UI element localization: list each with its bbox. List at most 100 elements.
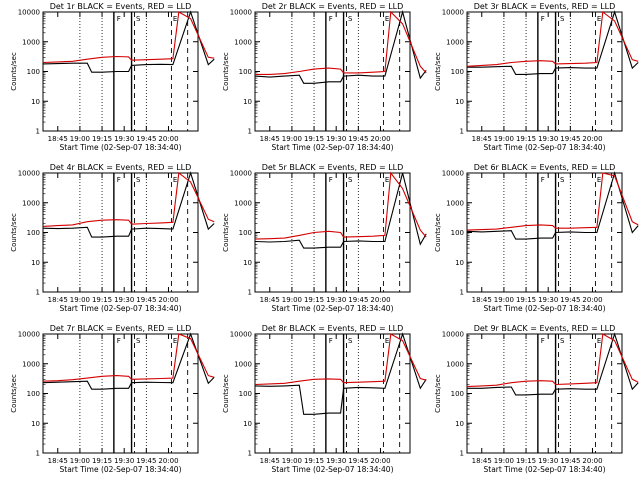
series-events-line [42,10,215,73]
x-tick-label: 18:45 [48,296,68,304]
x-tick-label: 19:15 [92,457,112,465]
y-tick-label: 100 [239,68,252,76]
x-axis-label: Start Time (02-Sep-07 18:34:40) [272,304,394,313]
x-tick-label: 19:00 [282,296,302,304]
panel-title: Det 9r BLACK = Events, RED = LLD [474,324,616,333]
x-tick-label: 19:00 [494,296,514,304]
x-tick-label: 19:45 [136,457,156,465]
y-tick-label: 1 [248,450,252,458]
x-tick-label: 19:00 [70,135,90,143]
x-tick-label: 19:15 [304,135,324,143]
x-tick-label: 18:45 [472,457,492,465]
series-events-line [42,171,215,238]
x-tick-label: 19:30 [326,457,346,465]
x-axis-label: Start Time (02-Sep-07 18:34:40) [60,143,182,152]
plot-frame [254,333,411,454]
x-tick-label: 19:00 [70,296,90,304]
y-tick-label: 10 [31,98,40,106]
series-events-line [466,171,639,240]
x-axis-label: Start Time (02-Sep-07 18:34:40) [272,143,394,152]
y-tick-label: 10 [455,420,464,428]
annotation-f: F [117,176,121,184]
y-tick-label: 10000 [18,331,40,339]
annotation-s: S [560,176,565,184]
y-tick-label: 1 [36,289,40,297]
x-tick-label: 18:45 [48,457,68,465]
x-tick-label: 19:00 [282,135,302,143]
annotation-f: F [541,176,545,184]
y-tick-label: 100 [27,390,40,398]
y-tick-label: 1000 [22,360,40,368]
x-axis-label: Start Time (02-Sep-07 18:34:40) [272,465,394,474]
x-tick-label: 19:45 [136,135,156,143]
annotation-s: S [348,176,353,184]
series-events-line [467,332,639,396]
series-events-line [254,9,427,84]
plot-frame [466,172,623,293]
annotation-e: E [173,176,177,184]
plot-frame [466,11,623,132]
panel-title: Det 4r BLACK = Events, RED = LLD [50,163,192,172]
x-tick-label: 19:15 [516,296,536,304]
x-tick-label: 20:00 [158,457,178,465]
panel-det-3: Det 3r BLACK = Events, RED = LLD 1 10 100 10… [434,2,639,152]
x-tick-label: 20:00 [582,457,602,465]
y-tick-label: 10000 [442,170,464,178]
panel-det-5: Det 5r BLACK = Events, RED = LLD 1 10 100 10… [222,163,427,313]
series-events-line [42,332,215,390]
x-tick-label: 20:00 [582,135,602,143]
y-axis-label: Counts/sec [434,213,442,252]
annotation-e: E [385,337,389,345]
x-tick-label: 20:00 [582,296,602,304]
y-axis-label: Counts/sec [434,52,442,91]
y-tick-label: 100 [239,390,252,398]
y-tick-label: 10000 [230,331,252,339]
series-events-line [254,332,427,415]
series-lld-line [254,333,427,386]
x-tick-label: 19:45 [348,135,368,143]
annotation-e: E [385,15,389,23]
x-tick-label: 20:00 [370,457,390,465]
y-axis-label: Counts/sec [10,374,18,413]
y-tick-label: 10000 [442,331,464,339]
x-tick-label: 19:00 [282,457,302,465]
series-lld-line [42,171,215,227]
y-tick-label: 10 [455,259,464,267]
plot-frame [466,333,623,454]
x-tick-label: 20:00 [370,135,390,143]
x-tick-label: 19:30 [538,457,558,465]
panel-title: Det 2r BLACK = Events, RED = LLD [262,2,404,11]
x-tick-label: 19:30 [538,135,558,143]
y-tick-label: 10000 [442,9,464,17]
annotation-f: F [117,15,121,23]
y-tick-label: 10000 [18,9,40,17]
annotation-s: S [136,176,141,184]
x-tick-label: 19:45 [348,457,368,465]
x-tick-label: 18:45 [260,457,280,465]
x-tick-label: 19:45 [136,296,156,304]
x-tick-label: 20:00 [158,135,178,143]
y-tick-label: 1 [460,128,464,136]
y-tick-label: 100 [451,390,464,398]
annotation-s: S [560,337,565,345]
y-tick-label: 1000 [446,360,464,368]
y-tick-label: 1 [36,450,40,458]
y-tick-label: 10000 [230,170,252,178]
annotation-s: S [136,15,141,23]
annotation-e: E [173,15,177,23]
panel-det-7: Det 7r BLACK = Events, RED = LLD 1 10 100 10… [10,324,215,474]
annotation-f: F [329,15,333,23]
series-events-line [254,172,427,249]
y-axis-label: Counts/sec [222,213,230,252]
x-tick-label: 19:45 [560,457,580,465]
y-axis-label: Counts/sec [10,213,18,252]
x-tick-label: 19:00 [70,457,90,465]
x-tick-label: 20:00 [158,296,178,304]
annotation-s: S [348,337,353,345]
y-tick-label: 1000 [22,199,40,207]
annotation-e: E [597,15,601,23]
y-tick-label: 10000 [18,170,40,178]
x-axis-label: Start Time (02-Sep-07 18:34:40) [484,465,606,474]
annotation-f: F [329,337,333,345]
y-tick-label: 1000 [446,199,464,207]
